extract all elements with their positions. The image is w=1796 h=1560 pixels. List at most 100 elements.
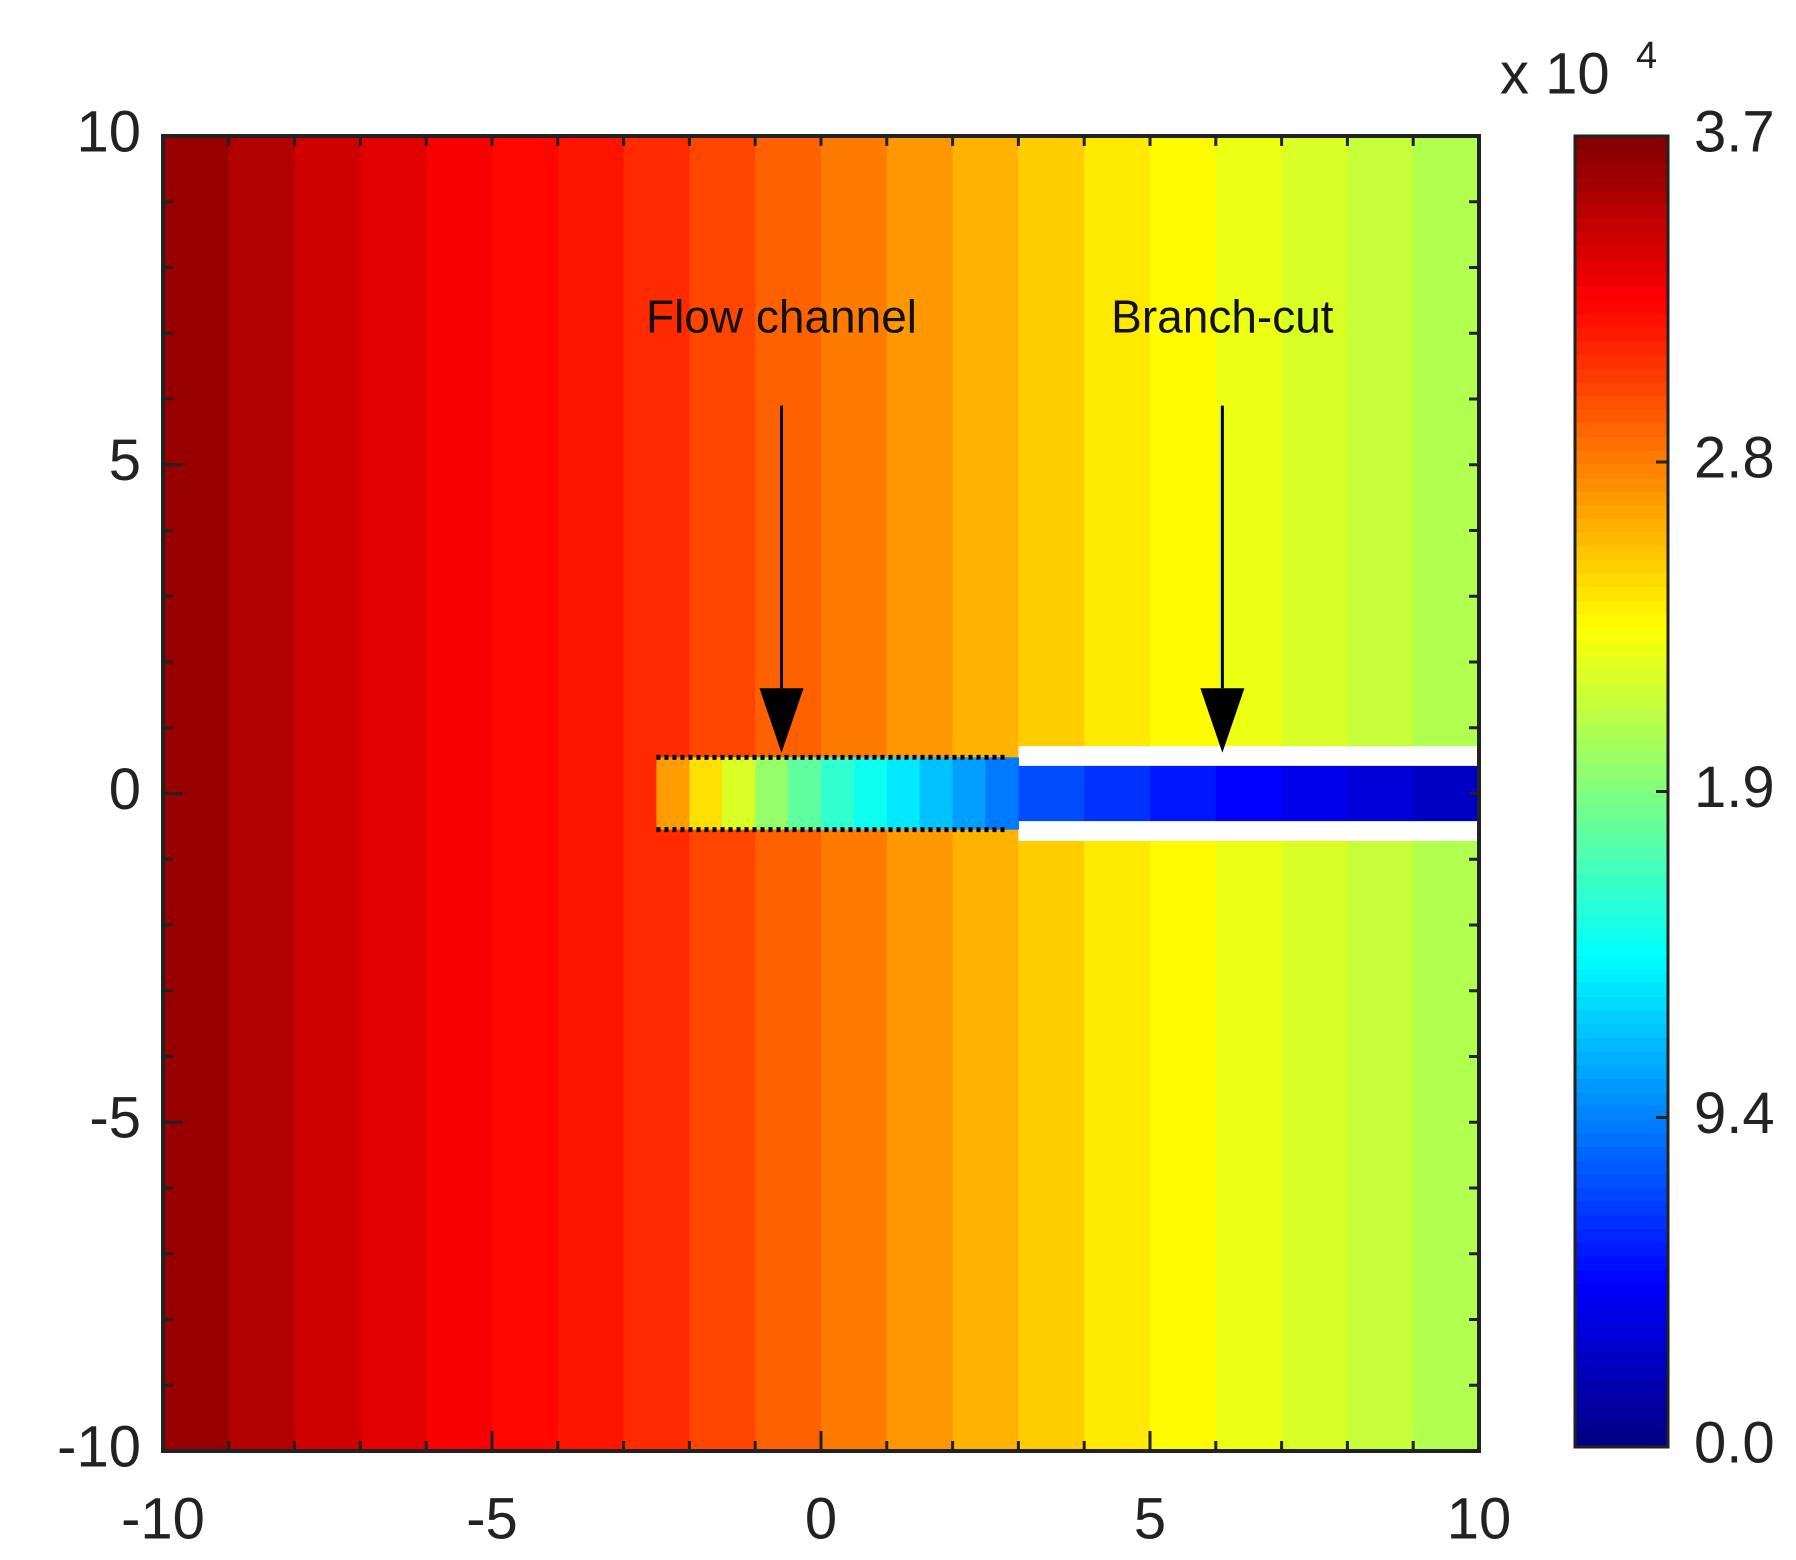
colorbar-cell — [1575, 873, 1668, 888]
x-tick-label: 5 — [1134, 1486, 1166, 1551]
colorbar-cell — [1575, 668, 1668, 683]
colorbar-cell — [1575, 627, 1668, 642]
colorbar-cell — [1575, 532, 1668, 547]
annotation: Flow channel — [646, 290, 917, 342]
channel-cell — [1281, 765, 1348, 822]
colorbar-cell — [1575, 1214, 1668, 1230]
y-tick-label: 5 — [109, 428, 141, 493]
colorbar-cell — [1575, 149, 1668, 164]
colorbar-cell — [1575, 559, 1668, 574]
colorbar-cell — [1575, 1173, 1668, 1189]
colorbar-exponent: 4 — [1636, 35, 1657, 77]
colorbar-cell — [1575, 1433, 1668, 1448]
colorbar-cell — [1575, 163, 1668, 178]
colorbar-cell — [1575, 969, 1668, 984]
channel-cell — [985, 757, 1019, 830]
field-band — [557, 136, 625, 1451]
colorbar-cell — [1575, 463, 1668, 479]
colorbar-cell — [1575, 354, 1668, 369]
colorbar-cell — [1575, 613, 1668, 629]
colorbar-cell — [1575, 750, 1668, 765]
y-tick-label: 10 — [76, 99, 141, 164]
colorbar-cell — [1575, 1023, 1668, 1038]
colorbar-cell — [1575, 846, 1668, 861]
channel-cell — [656, 757, 690, 830]
colorbar-cell — [1575, 1119, 1668, 1134]
colorbar-cell — [1575, 1146, 1668, 1161]
colorbar-cell — [1575, 654, 1668, 670]
colorbar-cell — [1575, 777, 1668, 793]
colorbar-tick-label: 1.9 — [1694, 755, 1775, 820]
colorbar-cell — [1575, 217, 1668, 233]
colorbar-cell — [1575, 450, 1668, 465]
colorbar-cell — [1575, 381, 1668, 397]
colorbar-cell — [1575, 1365, 1668, 1380]
colorbar-cell — [1575, 422, 1668, 438]
x-tick-label: 0 — [805, 1486, 837, 1551]
channel-cell — [788, 757, 822, 830]
colorbar-cell — [1575, 1201, 1668, 1216]
channel-cell — [722, 757, 756, 830]
colorbar-cell — [1575, 900, 1668, 916]
colorbar-cell — [1575, 1187, 1668, 1202]
colorbar-cell — [1575, 491, 1668, 506]
colorbar-cell — [1575, 1296, 1668, 1312]
colorbar-cell — [1575, 1160, 1668, 1175]
colorbar-cell — [1575, 504, 1668, 519]
arrow-head — [759, 688, 804, 753]
y-tick-label: 0 — [109, 757, 141, 822]
colorbar-cell — [1575, 1078, 1668, 1093]
colorbar-tick-label: 0.0 — [1694, 1410, 1775, 1475]
colorbar-cell — [1575, 832, 1668, 847]
colorbar-cell — [1575, 190, 1668, 205]
colorbar-cell — [1575, 1378, 1668, 1393]
colorbar-cell — [1575, 395, 1668, 410]
colorbar-cell — [1575, 518, 1668, 533]
colorbar-tick-label: 9.4 — [1694, 1081, 1775, 1146]
colorbar-cell — [1575, 600, 1668, 615]
channel-cell — [1413, 765, 1480, 822]
field-band — [228, 136, 296, 1451]
colorbar-cell — [1575, 1064, 1668, 1079]
colorbar-cell — [1575, 805, 1668, 820]
colorbar-cell — [1575, 887, 1668, 902]
colorbar-cell — [1575, 340, 1668, 356]
colorbar-cell — [1575, 286, 1668, 301]
colorbar-cell — [1575, 231, 1668, 246]
colorbar-cell — [1575, 1419, 1668, 1434]
colorbar-cell — [1575, 791, 1668, 806]
colorbar-cell — [1575, 204, 1668, 219]
colorbar-cell — [1575, 695, 1668, 711]
x-tick-label: -5 — [466, 1486, 518, 1551]
channel-cell — [1018, 765, 1085, 822]
colorbar-tick-label: 2.8 — [1694, 425, 1775, 490]
colorbar-cell — [1575, 1010, 1668, 1025]
colorbar-cell — [1575, 368, 1668, 383]
channel-cell — [1084, 765, 1151, 822]
channel-cell — [1347, 765, 1414, 822]
colorbar-cell — [1575, 1037, 1668, 1052]
colorbar-cell — [1575, 573, 1668, 588]
colorbar-cell — [1575, 1310, 1668, 1325]
colorbar-cell — [1575, 545, 1668, 560]
colorbar-cell — [1575, 586, 1668, 601]
y-tick-label: -5 — [89, 1086, 141, 1151]
colorbar-cell — [1575, 245, 1668, 260]
colorbar-cell — [1575, 682, 1668, 697]
colorbar-cell — [1575, 928, 1668, 943]
colorbar-cell — [1575, 1242, 1668, 1257]
colorbar-cell — [1575, 955, 1668, 970]
colorbar-cell — [1575, 1269, 1668, 1284]
field-band — [294, 136, 361, 1451]
colorbar-cell — [1575, 299, 1668, 315]
colorbar-cell — [1575, 736, 1668, 752]
colorbar-cell — [1575, 764, 1668, 779]
colorbar-cell — [1575, 1337, 1668, 1353]
field-band — [492, 136, 559, 1451]
field-band — [360, 136, 427, 1451]
channel-cell — [919, 757, 954, 830]
y-tick-label: -10 — [57, 1414, 141, 1479]
colorbar-cell — [1575, 436, 1668, 451]
colorbar-cell — [1575, 1406, 1668, 1421]
